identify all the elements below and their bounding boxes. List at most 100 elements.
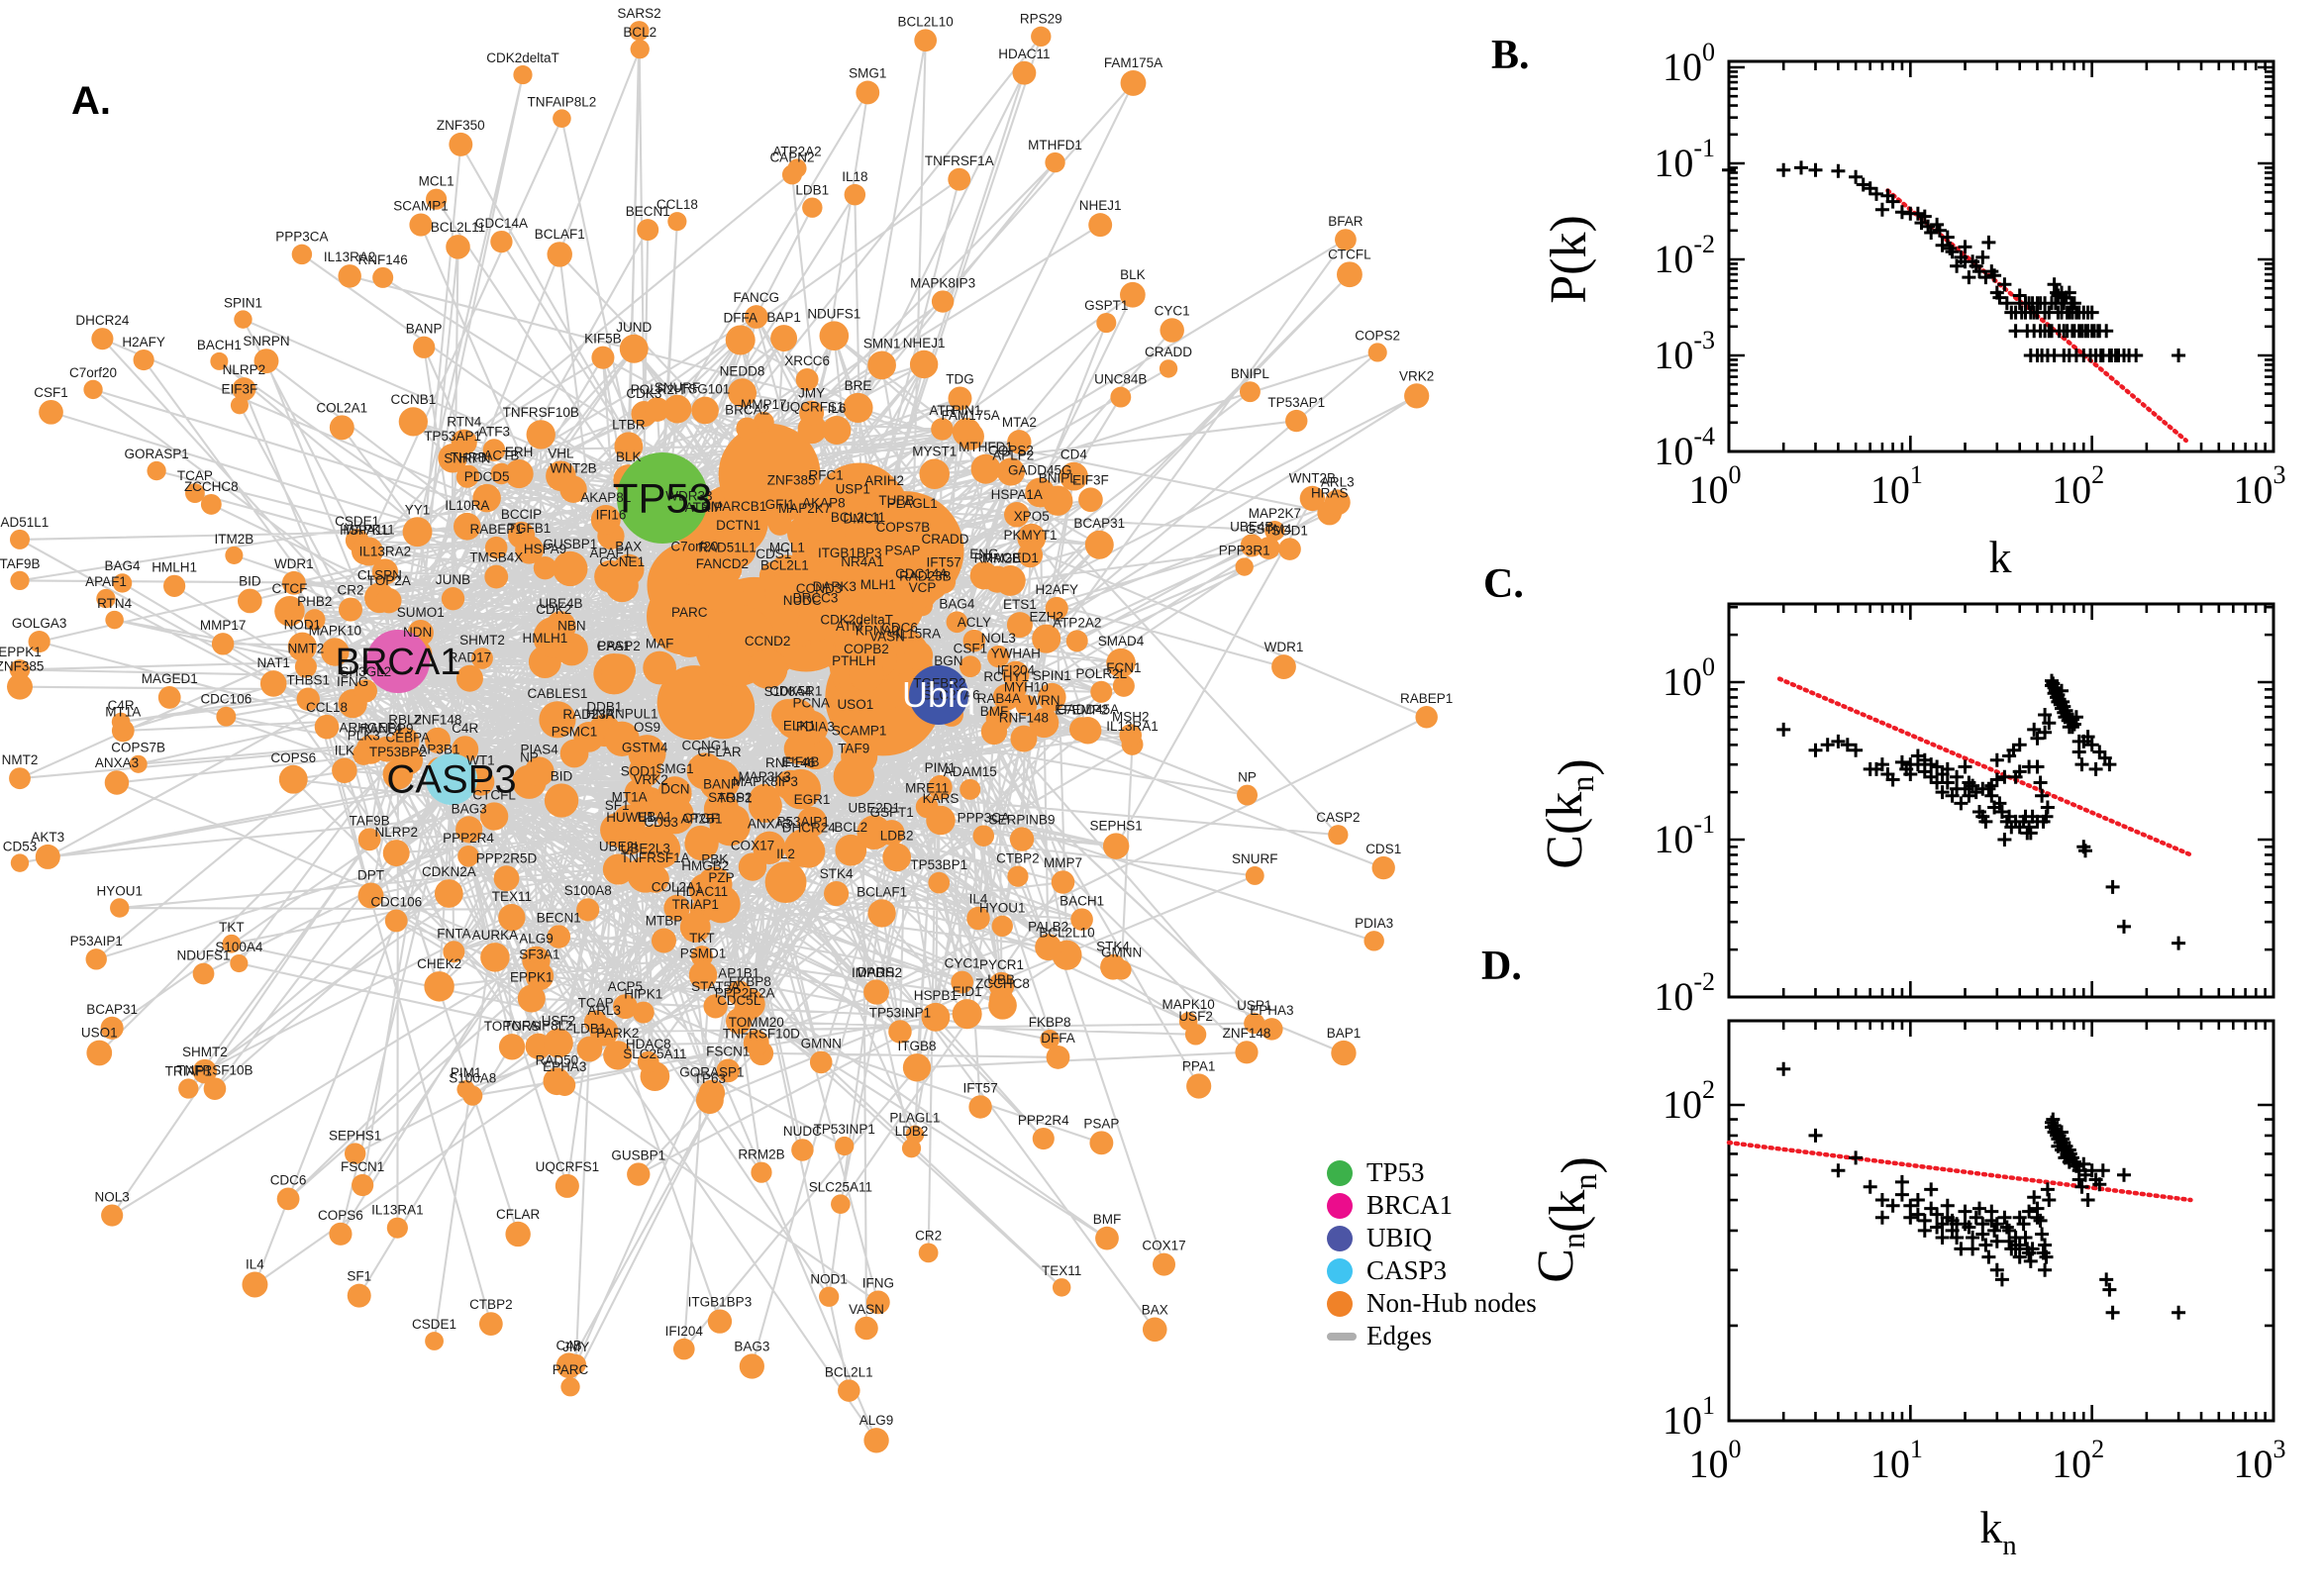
- gene-label: MAP2K7: [1249, 506, 1301, 521]
- gene-label: IL10RA: [445, 498, 489, 513]
- gene-label: TSG101: [680, 382, 730, 397]
- non-hub-node: [471, 648, 493, 669]
- gene-label: IL13RA2: [324, 249, 376, 264]
- gene-label: RCHY1: [983, 669, 1029, 684]
- non-hub-node: [225, 546, 244, 564]
- gene-label: UNC84B: [1094, 372, 1147, 387]
- gene-label: ATF3: [478, 424, 510, 439]
- gene-label: TNFAIP8L2: [528, 94, 597, 109]
- non-hub-node: [959, 655, 981, 678]
- y-tick-label: 101: [1663, 1391, 1715, 1443]
- gene-label: BECN1: [537, 910, 581, 925]
- non-hub-node: [1060, 461, 1088, 491]
- gene-label: MAGED1: [142, 671, 198, 686]
- plot-frame: [1727, 59, 2275, 453]
- gene-label: IFT57: [962, 1080, 997, 1095]
- non-hub-node: [856, 80, 880, 105]
- gene-label: C4R: [108, 698, 135, 713]
- non-hub-node: [831, 1194, 851, 1214]
- gene-label: IL13RA1: [371, 1203, 424, 1218]
- gene-label: PLAGL1: [887, 496, 938, 511]
- non-hub-node: [192, 1058, 218, 1084]
- non-hub-node: [479, 802, 509, 831]
- gene-label: P53AIP1: [70, 934, 123, 948]
- gene-label: KARS: [923, 791, 960, 806]
- gene-label: NMT2: [288, 641, 325, 655]
- non-hub-node: [969, 561, 998, 590]
- gene-label: GADD45G: [1008, 462, 1072, 477]
- gene-label: DHCR24: [75, 313, 130, 328]
- gene-label: RABEP1: [470, 522, 523, 537]
- gene-label: FNTA: [437, 926, 470, 941]
- gene-label: SPIN1: [224, 295, 262, 310]
- gene-label: COPS2: [1355, 328, 1400, 343]
- non-hub-node: [83, 379, 103, 400]
- gene-label: GSTM4: [622, 740, 668, 754]
- gene-label: JUNB: [436, 572, 470, 587]
- gene-label: ZNF148: [414, 713, 462, 728]
- gene-label: MTHFD1: [959, 440, 1013, 454]
- gene-label: SHMT2: [459, 633, 505, 648]
- gene-label: SMG1: [656, 761, 693, 776]
- gene-label: MAPK10: [309, 623, 361, 638]
- non-hub-node: [1415, 706, 1438, 729]
- gene-label: JMY: [562, 1340, 589, 1354]
- gene-label: TKT: [689, 931, 715, 946]
- gene-label: CRADD: [922, 532, 969, 547]
- gene-label: BANP: [703, 777, 740, 792]
- gene-label: CAPN2: [769, 150, 814, 164]
- gene-label: TMSB4X: [469, 550, 523, 565]
- gene-label: TUBB: [878, 493, 914, 508]
- panel-d-label: D.: [1481, 944, 1522, 989]
- gene-label: FAM175A: [942, 408, 1000, 423]
- non-hub-node: [720, 805, 750, 835]
- non-hub-node: [583, 1010, 608, 1034]
- non-hub-node: [544, 1028, 573, 1058]
- non-hub-node: [339, 597, 363, 622]
- non-hub-node: [1184, 1024, 1207, 1046]
- non-hub-node: [287, 632, 317, 661]
- gene-label: DFFA: [1041, 1031, 1075, 1046]
- non-hub-node: [988, 971, 1015, 999]
- gene-label: ERH: [505, 445, 534, 459]
- gene-label: FKBP8: [729, 974, 771, 989]
- gene-label: HYOU1: [979, 901, 1026, 916]
- gene-label: IFI16: [596, 508, 627, 523]
- gene-label: H2AFY: [122, 335, 165, 349]
- gene-label: VRK2: [633, 772, 667, 787]
- non-hub-node: [304, 609, 326, 631]
- non-hub-node: [629, 21, 650, 42]
- non-hub-node: [1088, 213, 1113, 238]
- non-hub-node: [627, 1162, 651, 1186]
- non-hub-node: [951, 970, 973, 994]
- gene-label: BAG3: [734, 1339, 769, 1353]
- gene-label: HNRNPUL1: [586, 707, 658, 722]
- non-hub-node: [443, 941, 465, 963]
- gene-label: AKAP8L: [580, 490, 632, 505]
- gene-label: PBK: [701, 852, 728, 867]
- non-hub-node: [110, 898, 130, 918]
- gene-label: RTN4: [447, 415, 482, 430]
- non-hub-node: [764, 572, 805, 613]
- gene-label: EIF4B: [782, 754, 820, 769]
- gene-label: MYST1: [912, 444, 957, 458]
- non-hub-node: [237, 588, 262, 614]
- gene-label: GSTM4: [1246, 522, 1292, 537]
- gene-label: IFNG: [337, 674, 368, 689]
- non-hub-node: [560, 1377, 580, 1397]
- gene-label: CD53: [3, 839, 38, 853]
- non-hub-node: [902, 1053, 932, 1082]
- gene-label: IFNG: [862, 1275, 894, 1290]
- non-hub-node: [1160, 318, 1184, 343]
- non-hub-node: [931, 290, 955, 313]
- non-hub-node: [720, 532, 757, 568]
- non-hub-node: [1336, 261, 1363, 288]
- gene-label: TP53INP1: [869, 1005, 931, 1020]
- gene-label: LDB1: [573, 1022, 607, 1037]
- non-hub-node: [753, 411, 774, 433]
- gene-label: EID1: [953, 984, 982, 999]
- gene-label: TNFRSF10B: [503, 405, 579, 420]
- non-hub-node: [543, 1067, 571, 1096]
- gene-label: SNRPN: [243, 334, 289, 349]
- non-hub-node: [1032, 624, 1061, 653]
